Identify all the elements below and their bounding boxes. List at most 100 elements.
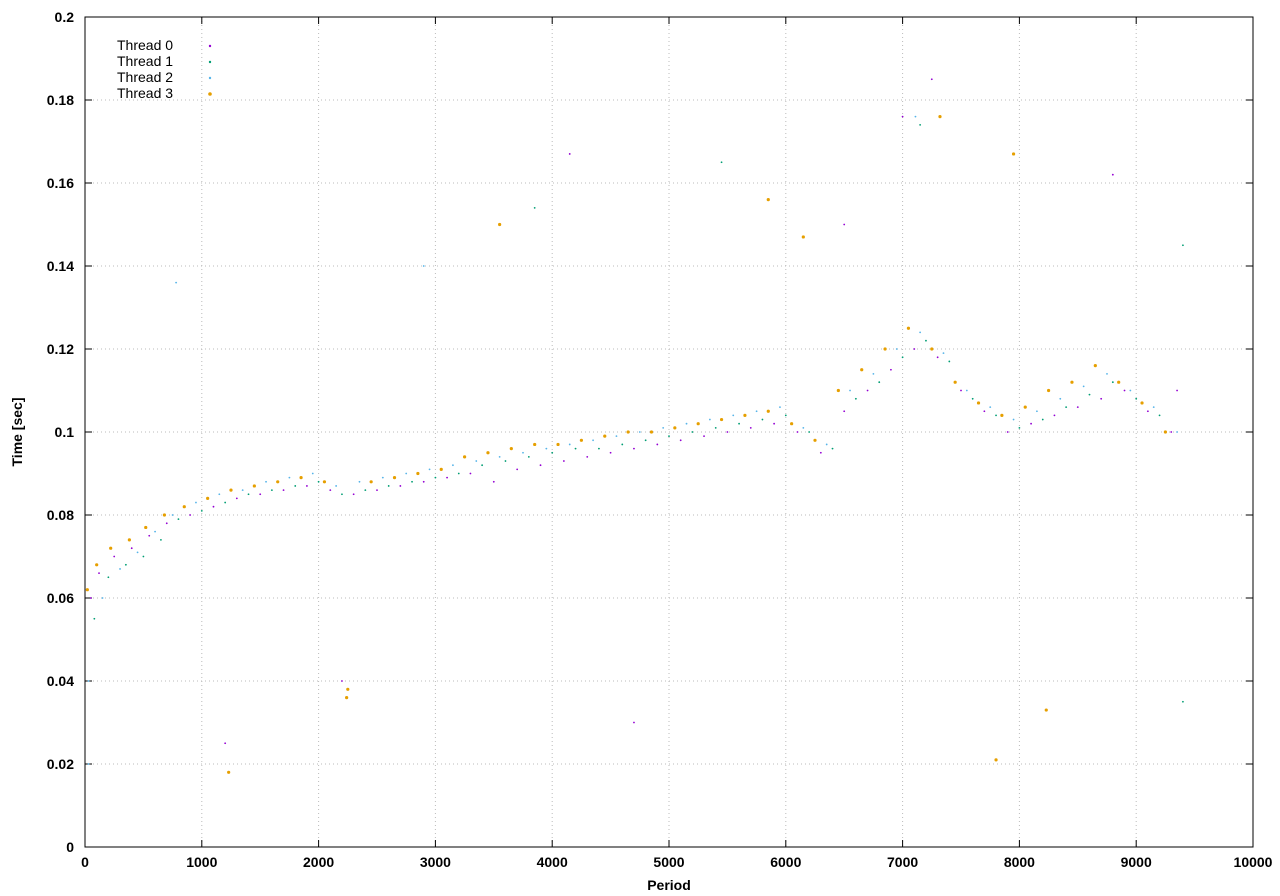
data-point-thread-0 — [492, 480, 495, 483]
y-tick-label: 0.16 — [47, 175, 74, 191]
data-point-thread-0 — [773, 422, 776, 425]
data-point-thread-0 — [235, 497, 238, 500]
data-point-thread-3 — [719, 417, 724, 422]
data-point-thread-1 — [200, 509, 203, 512]
data-point-thread-3 — [1023, 405, 1027, 409]
data-point-thread-2 — [1082, 385, 1085, 388]
data-point-thread-0 — [633, 721, 635, 724]
data-point-thread-1 — [738, 422, 740, 425]
data-point-thread-0 — [843, 410, 846, 413]
data-point-thread-3 — [276, 480, 280, 484]
data-point-thread-3 — [766, 409, 770, 413]
data-point-thread-0 — [901, 115, 904, 118]
data-point-thread-2 — [662, 426, 665, 429]
grid-lines — [85, 17, 1253, 847]
data-point-thread-1 — [644, 439, 647, 442]
data-point-thread-0 — [306, 485, 308, 487]
data-point-thread-2 — [1152, 406, 1155, 408]
data-point-thread-1 — [481, 464, 484, 467]
data-point-thread-0 — [399, 485, 402, 487]
data-point-thread-2 — [422, 265, 425, 267]
x-tick-label: 0 — [81, 854, 89, 870]
y-tick-label: 0.2 — [55, 9, 75, 25]
data-point-thread-3 — [206, 496, 210, 500]
data-point-thread-3 — [1070, 380, 1074, 384]
data-point-thread-2 — [195, 501, 197, 504]
data-point-thread-0 — [539, 464, 542, 467]
data-point-thread-0 — [679, 439, 682, 442]
data-point-thread-3 — [953, 380, 957, 384]
data-point-thread-3 — [813, 438, 817, 442]
data-point-thread-2 — [381, 476, 384, 479]
data-point-thread-3 — [1093, 364, 1097, 368]
data-point-thread-2 — [685, 422, 688, 425]
data-point-thread-0 — [1053, 414, 1056, 417]
data-point-thread-3 — [127, 538, 131, 542]
data-point-thread-3 — [994, 758, 998, 762]
data-point-thread-3 — [626, 430, 630, 434]
data-point-thread-1 — [387, 485, 390, 487]
data-point-thread-0 — [749, 426, 752, 429]
data-point-thread-2 — [87, 680, 90, 682]
x-tick-labels: 0 1000 2000 3000 4000 5000 6000 7000 8000 9000 100… — [81, 854, 1273, 870]
data-point-thread-0 — [98, 572, 100, 574]
data-point-thread-1 — [527, 456, 530, 458]
data-point-thread-2 — [895, 348, 898, 350]
y-tick-label: 0.1 — [55, 424, 75, 440]
data-point-thread-0 — [148, 534, 151, 537]
data-point-thread-3 — [322, 480, 327, 484]
data-point-thread-0 — [586, 456, 589, 458]
y-tick-label: 0 — [66, 839, 74, 855]
data-point-thread-0 — [352, 493, 355, 496]
data-point-thread-1 — [160, 539, 162, 541]
data-point-thread-2 — [87, 763, 90, 765]
data-point-thread-3 — [1117, 380, 1121, 384]
data-point-thread-2 — [849, 389, 851, 392]
axis-ticks — [84, 16, 1254, 848]
data-point-thread-0 — [329, 489, 332, 491]
legend-marker — [208, 60, 212, 64]
data-point-thread-1 — [364, 489, 367, 491]
data-point-thread-2 — [171, 514, 174, 516]
data-point-thread-0 — [1006, 431, 1009, 433]
data-point-thread-1 — [668, 435, 670, 438]
data-point-thread-1 — [224, 501, 227, 504]
data-point-thread-3 — [836, 388, 840, 393]
data-point-thread-2 — [136, 551, 139, 554]
data-point-thread-1 — [317, 480, 320, 483]
data-point-thread-3 — [696, 422, 700, 426]
data-point-thread-0 — [633, 447, 635, 450]
data-point-thread-3 — [556, 442, 560, 447]
data-point-thread-3 — [790, 422, 794, 426]
data-point-thread-2 — [568, 443, 571, 446]
data-point-thread-3 — [766, 198, 770, 202]
data-point-thread-2 — [779, 406, 781, 408]
data-point-thread-3 — [930, 347, 934, 351]
data-point-thread-3 — [144, 525, 148, 530]
data-point-thread-2 — [498, 456, 501, 458]
data-point-thread-0 — [960, 389, 962, 392]
data-point-thread-1 — [1088, 393, 1091, 396]
data-point-thread-2 — [965, 389, 968, 392]
data-point-thread-1 — [714, 426, 717, 429]
data-point-thread-0 — [189, 514, 192, 516]
data-point-thread-3 — [227, 770, 231, 774]
y-tick-label: 0.14 — [47, 258, 74, 274]
data-point-thread-3 — [938, 115, 942, 119]
data-point-thread-1 — [1041, 418, 1044, 421]
data-point-thread-2 — [119, 568, 121, 570]
data-point-thread-3 — [439, 467, 443, 471]
data-point-thread-0 — [609, 451, 612, 454]
data-point-thread-1 — [598, 447, 600, 450]
data-point-thread-2 — [615, 435, 618, 438]
data-point-thread-2 — [638, 431, 641, 433]
data-point-thread-2 — [1106, 373, 1108, 375]
y-axis-title: Time [sec] — [9, 398, 25, 467]
data-point-thread-0 — [1030, 422, 1032, 425]
data-point-thread-1 — [995, 414, 997, 417]
data-point-thread-3 — [486, 451, 490, 455]
x-axis-title: Period — [647, 877, 691, 893]
data-point-thread-2 — [708, 418, 711, 421]
data-point-thread-2 — [358, 480, 361, 483]
